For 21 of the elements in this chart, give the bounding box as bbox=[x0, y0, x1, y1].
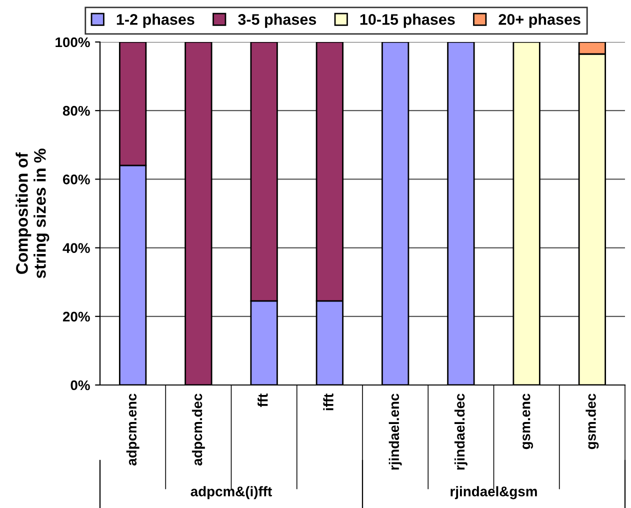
legend-label: 20+ phases bbox=[498, 14, 580, 28]
y-tick-label: 20% bbox=[62, 312, 90, 322]
y-tick-label: 80% bbox=[62, 106, 90, 116]
y-tick-label: 100% bbox=[56, 37, 90, 48]
x-tick-label: adpcm.dec bbox=[192, 394, 205, 466]
y-axis-title: Composition of string sizes in % bbox=[16, 148, 50, 278]
x-tick-label: rjindael.dec bbox=[454, 394, 468, 470]
text: adpcm&(i)fft bbox=[190, 486, 272, 500]
legend-label: 10-15 phases bbox=[360, 14, 455, 28]
legend-label: 3-5 phases bbox=[238, 14, 316, 28]
y-tick-label: 40% bbox=[62, 243, 90, 253]
text: rjindael&gsm bbox=[450, 486, 537, 500]
x-tick-label: adpcm.enc bbox=[126, 394, 140, 466]
x-tick-label: fft bbox=[258, 394, 268, 407]
x-tick-label: ifft bbox=[323, 394, 334, 410]
legend-label: 1-2 phases bbox=[116, 14, 194, 28]
x-tick-label: rjindael.enc bbox=[388, 394, 402, 470]
x-tick-label: gsm.dec bbox=[586, 394, 599, 450]
y-tick-label: 60% bbox=[62, 174, 90, 184]
x-tick-label: gsm.enc bbox=[522, 394, 534, 450]
y-tick-label: 0% bbox=[70, 380, 90, 390]
